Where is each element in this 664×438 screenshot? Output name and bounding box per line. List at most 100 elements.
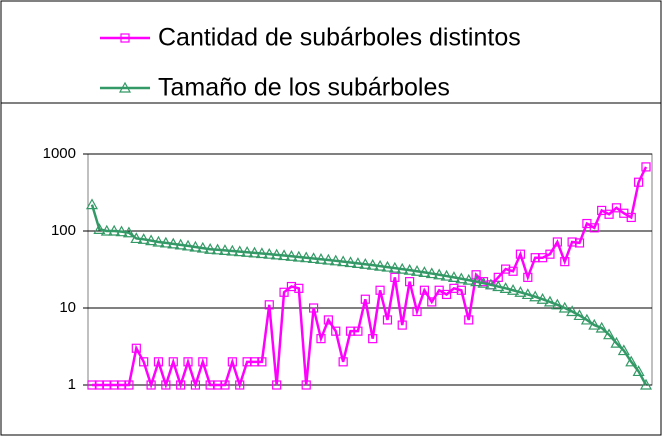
data-point — [131, 343, 141, 353]
data-point — [521, 288, 534, 300]
y-tick-label: 100 — [51, 222, 76, 239]
data-point — [552, 237, 562, 247]
data-point — [567, 237, 577, 247]
data-point — [477, 276, 490, 288]
legend-marker — [120, 33, 130, 43]
data-point — [93, 223, 106, 234]
data-point — [161, 380, 171, 390]
data-point — [329, 254, 342, 266]
data-point — [551, 298, 564, 310]
data-point — [353, 326, 363, 336]
data-point — [176, 380, 186, 390]
data-point — [314, 252, 328, 264]
data-point — [508, 266, 518, 276]
data-point — [641, 162, 651, 172]
data-point — [507, 284, 520, 295]
data-point — [168, 357, 178, 367]
data-point — [419, 285, 429, 295]
data-point — [183, 357, 193, 367]
data-point — [397, 320, 407, 330]
data-point — [374, 259, 387, 271]
data-point — [589, 223, 599, 233]
data-point — [257, 357, 267, 367]
data-point — [108, 224, 121, 236]
data-point — [285, 250, 298, 261]
data-point — [610, 336, 623, 348]
data-point — [588, 318, 601, 330]
data-point — [462, 273, 475, 285]
legend-marker — [118, 81, 132, 93]
data-point — [227, 357, 237, 367]
data-point — [440, 269, 453, 281]
data-point — [604, 209, 614, 219]
data-point — [634, 177, 644, 187]
data-point — [159, 236, 172, 248]
data-point — [580, 313, 593, 325]
data-point — [375, 285, 385, 295]
data-point — [471, 270, 481, 280]
y-tick-label: 10 — [59, 299, 76, 316]
data-point — [190, 380, 201, 390]
data-point — [484, 278, 497, 290]
data-point — [360, 294, 370, 304]
data-point — [300, 251, 313, 263]
data-point — [272, 380, 282, 390]
data-point — [182, 239, 195, 251]
data-point — [301, 380, 311, 390]
data-point — [279, 287, 289, 297]
data-point — [205, 380, 215, 390]
data-point — [344, 256, 357, 268]
data-point — [427, 297, 437, 307]
data-point — [470, 275, 483, 287]
data-point — [242, 357, 252, 367]
legend-label: Tamaño de los subárboles — [158, 74, 450, 102]
data-point — [130, 232, 143, 244]
data-point — [611, 203, 622, 213]
data-point — [85, 198, 99, 210]
data-point — [523, 272, 533, 282]
data-point — [212, 380, 223, 390]
data-point — [116, 380, 127, 390]
data-point — [152, 235, 165, 247]
data-point — [625, 355, 638, 367]
data-point — [322, 253, 335, 265]
data-point — [447, 271, 460, 282]
data-point — [189, 240, 202, 252]
data-point — [403, 263, 416, 275]
data-point — [220, 380, 230, 390]
data-point — [530, 253, 540, 263]
data-point — [345, 326, 356, 336]
data-point — [351, 257, 364, 268]
data-point — [455, 272, 468, 284]
data-point — [100, 224, 113, 236]
data-point — [174, 238, 187, 250]
data-point — [560, 257, 570, 267]
data-point — [102, 380, 112, 390]
data-point — [139, 357, 149, 367]
y-tick-label: 1 — [68, 376, 76, 393]
data-point — [235, 380, 245, 390]
data-point — [248, 246, 261, 258]
data-point — [464, 315, 474, 325]
data-point — [307, 252, 320, 264]
data-point — [456, 285, 466, 295]
data-point — [558, 301, 571, 313]
data-point — [270, 248, 283, 260]
data-point — [263, 247, 276, 259]
data-point — [536, 292, 549, 304]
data-point — [529, 290, 542, 302]
data-point — [639, 378, 653, 390]
data-point — [366, 258, 379, 270]
data-point — [390, 272, 400, 282]
data-point — [264, 300, 274, 310]
series-line — [92, 166, 648, 390]
data-point — [323, 315, 333, 325]
data-point — [94, 380, 104, 390]
data-point — [573, 309, 586, 321]
data-point — [316, 334, 326, 344]
data-point — [492, 280, 505, 292]
data-point — [226, 244, 239, 256]
data-point — [441, 289, 452, 300]
data-point — [499, 282, 512, 293]
